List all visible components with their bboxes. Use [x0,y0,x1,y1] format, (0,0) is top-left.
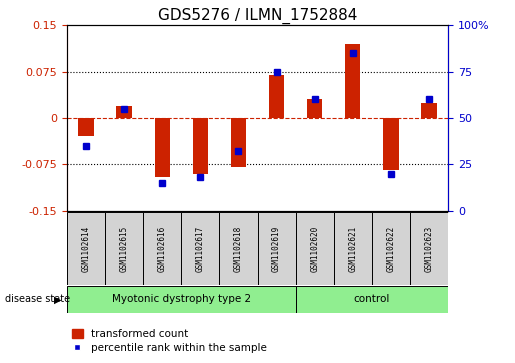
Bar [219,212,258,285]
Bar [334,212,372,285]
Bar [372,212,410,285]
Text: GSM1102615: GSM1102615 [119,225,129,272]
Bar [67,286,296,313]
Bar [116,106,132,118]
Title: GDS5276 / ILMN_1752884: GDS5276 / ILMN_1752884 [158,8,357,24]
Bar [421,102,437,118]
Text: Myotonic dystrophy type 2: Myotonic dystrophy type 2 [112,294,251,304]
Legend: transformed count, percentile rank within the sample: transformed count, percentile rank withi… [72,329,267,353]
Text: GSM1102614: GSM1102614 [81,225,91,272]
Bar [143,212,181,285]
Bar [78,118,94,136]
Bar [269,75,284,118]
Bar [181,212,219,285]
Text: GSM1102620: GSM1102620 [310,225,319,272]
Bar [296,212,334,285]
Bar [193,118,208,174]
Bar [231,118,246,167]
Bar [296,286,448,313]
Bar [67,212,105,285]
Text: GSM1102623: GSM1102623 [424,225,434,272]
Text: GSM1102618: GSM1102618 [234,225,243,272]
Bar [154,118,170,177]
Bar [410,212,448,285]
Text: control: control [354,294,390,304]
Text: ▶: ▶ [54,294,62,304]
Bar [258,212,296,285]
Text: disease state: disease state [5,294,70,304]
Text: GSM1102622: GSM1102622 [386,225,396,272]
Bar [383,118,399,171]
Text: GSM1102619: GSM1102619 [272,225,281,272]
Text: GSM1102621: GSM1102621 [348,225,357,272]
Text: GSM1102617: GSM1102617 [196,225,205,272]
Text: GSM1102616: GSM1102616 [158,225,167,272]
Bar [345,44,360,118]
Bar [307,99,322,118]
Bar [105,212,143,285]
